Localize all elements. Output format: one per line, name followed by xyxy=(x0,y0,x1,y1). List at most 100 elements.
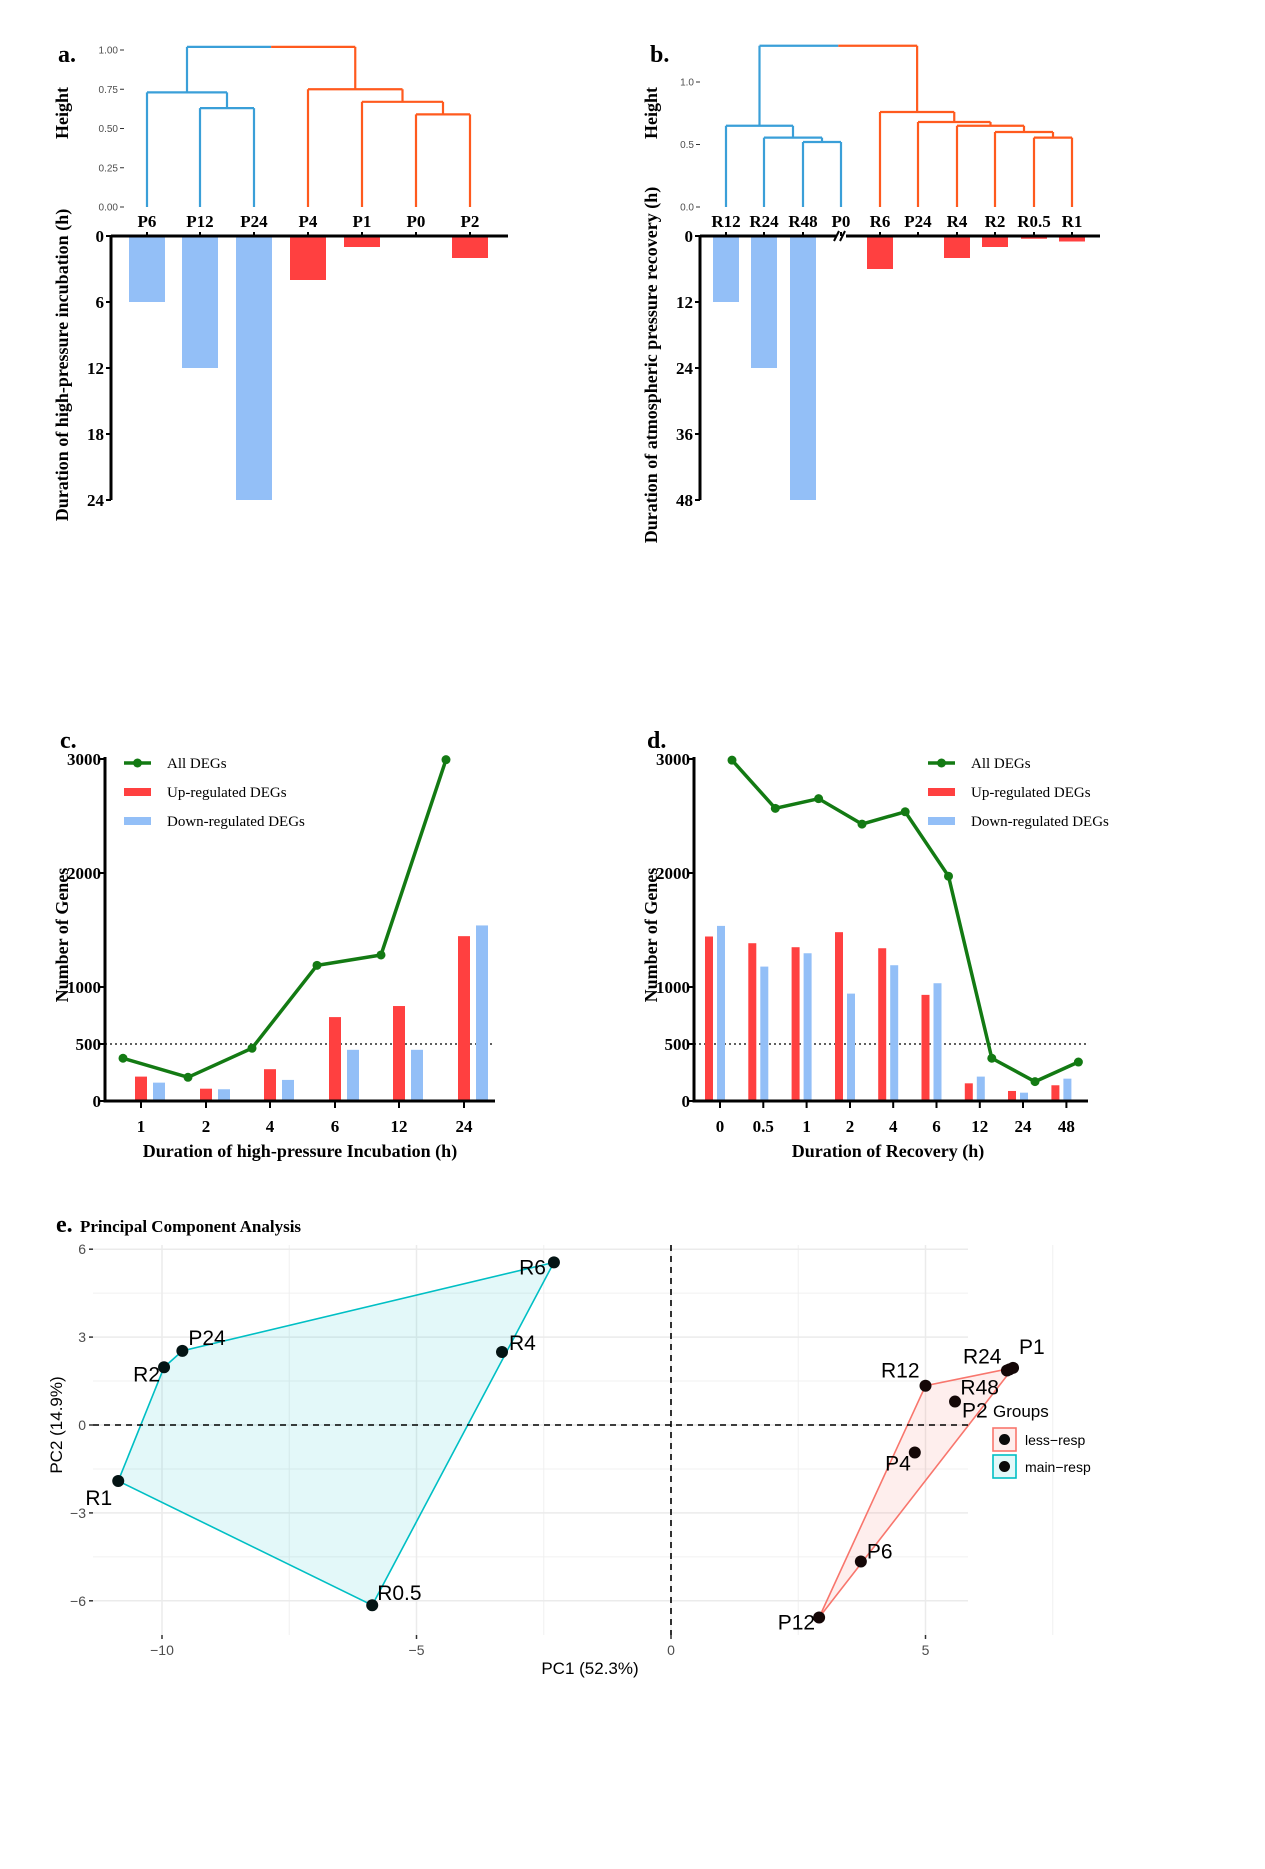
y-tick-label: −3 xyxy=(70,1505,86,1521)
legend-all-degs-marker xyxy=(133,758,142,768)
x-tick-label: −10 xyxy=(150,1642,174,1658)
pca-point-label: P4 xyxy=(885,1453,911,1476)
all-degs-point xyxy=(857,819,867,829)
pca-point-label: P12 xyxy=(778,1612,815,1635)
pca-point-label: R2 xyxy=(133,1363,160,1386)
x-tick-label: 2 xyxy=(846,1117,855,1136)
x-tick-label: 12 xyxy=(971,1117,988,1136)
legend-label: All DEGs xyxy=(167,756,227,772)
duration-bar xyxy=(452,236,488,258)
up-regulated-bar xyxy=(921,994,930,1101)
pca-point-label: P6 xyxy=(867,1541,893,1564)
down-regulated-bar xyxy=(717,925,725,1101)
legend-point-less-resp xyxy=(999,1434,1010,1445)
up-regulated-bar xyxy=(878,948,887,1101)
bar-y-axis-label: Duration of high-pressure incubation (h) xyxy=(52,209,73,521)
legend-down-swatch xyxy=(124,817,151,825)
y-tick-label: 0 xyxy=(93,1092,102,1111)
down-regulated-bar xyxy=(933,983,942,1101)
duration-bar xyxy=(944,236,970,258)
axis-break-mark xyxy=(833,230,840,242)
down-regulated-bar xyxy=(411,1049,423,1101)
duration-bar xyxy=(790,236,816,500)
leaf-label: P0 xyxy=(832,212,851,231)
duration-bar xyxy=(867,236,893,269)
x-tick-label: 1 xyxy=(137,1117,146,1136)
pca-point-label: P1 xyxy=(1019,1336,1045,1359)
dendrogram-y-tick-label: 1.00 xyxy=(99,46,119,57)
x-axis-label: PC1 (52.3%) xyxy=(541,1659,638,1678)
leaf-label: P0 xyxy=(407,212,426,231)
x-tick-label: 4 xyxy=(266,1117,275,1136)
leaf-label: R6 xyxy=(870,212,891,231)
all-degs-point xyxy=(727,755,737,765)
pca-point xyxy=(919,1379,932,1392)
x-tick-label: 0 xyxy=(667,1642,675,1658)
y-tick-label: −6 xyxy=(70,1593,86,1609)
y-tick-label: 3 xyxy=(78,1329,86,1345)
up-regulated-bar xyxy=(393,1006,405,1101)
down-regulated-bar xyxy=(218,1089,230,1101)
x-tick-label: 24 xyxy=(456,1117,474,1136)
all-degs-point xyxy=(441,755,451,765)
down-regulated-bar xyxy=(890,965,899,1101)
panel-label: a. xyxy=(58,42,76,68)
pca-point-label: R4 xyxy=(509,1332,536,1355)
hull-main-resp xyxy=(117,1261,556,1607)
axis-break-mark xyxy=(839,230,846,242)
pca-point-label: R6 xyxy=(519,1256,546,1279)
x-tick-label: 6 xyxy=(932,1117,941,1136)
all-degs-line xyxy=(122,759,448,1080)
all-degs-point xyxy=(1073,1057,1083,1067)
up-regulated-bar xyxy=(705,936,713,1101)
hull-less-resp xyxy=(818,1366,1016,1618)
legend-label: less−resp xyxy=(1025,1432,1086,1448)
dendrogram-y-tick-label: 0.50 xyxy=(99,124,119,135)
y-tick-label: 0 xyxy=(78,1417,86,1433)
panel-label: b. xyxy=(650,42,669,68)
pca-point xyxy=(112,1474,125,1487)
chart-title: Principal Component Analysis xyxy=(80,1217,301,1236)
duration-bar xyxy=(713,236,739,302)
leaf-label: P2 xyxy=(461,212,480,231)
x-tick-label: 1 xyxy=(802,1117,811,1136)
leaf-label: P4 xyxy=(299,212,318,231)
duration-bar xyxy=(290,236,326,280)
up-regulated-bar xyxy=(1051,1085,1060,1101)
x-tick-label: −5 xyxy=(409,1642,425,1658)
legend-all-degs-marker xyxy=(937,758,946,768)
y-axis-label: Number of Genes xyxy=(641,868,661,1003)
leaf-label: R4 xyxy=(947,212,968,231)
y-axis-label: Number of Genes xyxy=(52,868,72,1003)
x-tick-label: 0.5 xyxy=(753,1117,774,1136)
y-tick-label: 3000 xyxy=(67,750,101,769)
all-degs-point xyxy=(987,1053,997,1063)
pca-point xyxy=(908,1446,921,1459)
panel-label: d. xyxy=(647,728,666,754)
all-degs-point xyxy=(183,1072,193,1082)
y-tick-label: 500 xyxy=(76,1035,102,1054)
bar-y-tick-label: 6 xyxy=(96,293,105,312)
duration-bar xyxy=(1059,236,1085,242)
up-regulated-bar xyxy=(135,1076,147,1101)
all-degs-point xyxy=(1030,1077,1040,1087)
y-tick-label: 2000 xyxy=(656,864,690,883)
x-tick-label: 2 xyxy=(202,1117,211,1136)
leaf-label: P24 xyxy=(904,212,932,231)
dendrogram-y-axis-label: Height xyxy=(641,87,661,139)
bar-y-tick-label: 24 xyxy=(87,491,105,510)
x-tick-label: 48 xyxy=(1058,1117,1075,1136)
leaf-label: P6 xyxy=(138,212,157,231)
x-tick-label: 24 xyxy=(1015,1117,1033,1136)
up-regulated-bar xyxy=(964,1083,973,1101)
dendrogram-y-tick-label: 0.5 xyxy=(680,140,694,151)
y-tick-label: 1000 xyxy=(67,978,101,997)
duration-bar xyxy=(344,236,380,247)
x-tick-label: 6 xyxy=(331,1117,340,1136)
down-regulated-bar xyxy=(282,1079,294,1101)
down-regulated-bar xyxy=(476,925,488,1101)
legend-up-swatch xyxy=(928,788,955,796)
y-tick-label: 1000 xyxy=(656,978,690,997)
all-degs-point xyxy=(944,871,953,881)
pca-point-label: R0.5 xyxy=(377,1582,421,1605)
